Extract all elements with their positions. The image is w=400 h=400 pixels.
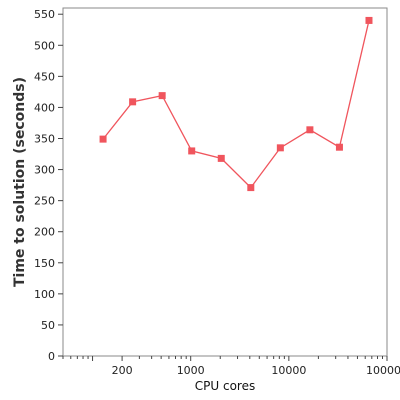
data-point-marker	[99, 135, 107, 143]
plot-area	[62, 7, 388, 357]
x-axis-title: CPU cores	[195, 379, 255, 393]
series-layer	[99, 16, 373, 192]
y-tick-label: 250	[34, 195, 55, 208]
y-tick-label: 350	[34, 133, 55, 146]
y-tick-label: 400	[34, 101, 55, 114]
data-point-marker	[365, 16, 373, 24]
y-tick-label: 50	[41, 319, 55, 332]
y-tick-label: 450	[34, 70, 55, 83]
x-tick-label: 1000	[177, 364, 205, 377]
y-tick-label: 0	[48, 350, 55, 363]
x-tick-label: 200	[112, 364, 133, 377]
y-tick-label: 500	[34, 39, 55, 52]
y-tick-label: 200	[34, 226, 55, 239]
y-tick-label: 150	[34, 257, 55, 270]
y-tick-label: 100	[34, 288, 55, 301]
data-point-marker	[247, 184, 255, 192]
data-point-marker	[158, 92, 166, 100]
data-point-marker	[188, 147, 196, 155]
y-tick-label: 300	[34, 164, 55, 177]
series-line	[102, 20, 370, 189]
y-axis-ticks: 0 50 100 150 200 250 300 350 400 450 500 550	[34, 8, 63, 363]
data-point-marker	[306, 126, 314, 134]
data-point-marker	[335, 143, 343, 151]
data-point-marker	[129, 98, 137, 106]
y-tick-label: 550	[34, 8, 55, 21]
data-point-marker	[276, 144, 284, 152]
y-axis-title: Time to solution (seconds)	[12, 77, 28, 287]
data-point-marker	[217, 154, 225, 162]
x-tick-label: 10000	[271, 364, 306, 377]
